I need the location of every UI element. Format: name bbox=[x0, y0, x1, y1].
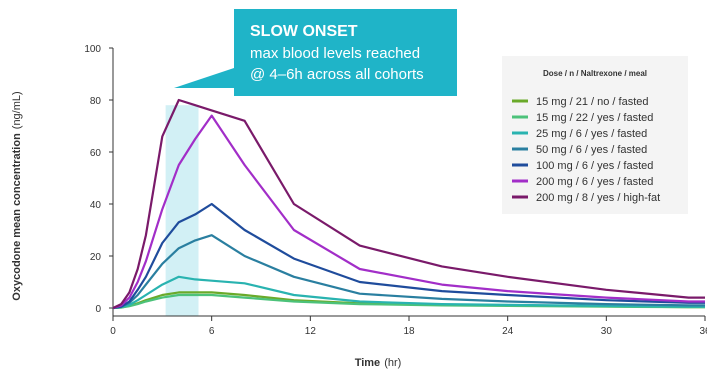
y-tick-label: 0 bbox=[95, 304, 101, 315]
legend-item-label: 15 mg / 22 / yes / fasted bbox=[536, 112, 653, 124]
callout-pointer bbox=[174, 66, 240, 88]
x-tick-label: 36 bbox=[699, 326, 707, 337]
legend-items: 15 mg / 21 / no / fasted 15 mg / 22 / yes… bbox=[512, 96, 660, 204]
y-axis-title-label: Oxycodone mean concentration bbox=[11, 133, 23, 301]
series-line-5 bbox=[112, 202, 705, 310]
y-axis-title-unit: (ng/mL) bbox=[11, 91, 23, 129]
legend-item-label: 200 mg / 6 / yes / fasted bbox=[536, 176, 653, 188]
legend-item-label: 100 mg / 6 / yes / fasted bbox=[536, 160, 653, 172]
callout-line-2: @ 4–6h across all cohorts bbox=[250, 66, 424, 83]
x-axis-title-unit: (hr) bbox=[384, 357, 401, 369]
x-tick-label: 18 bbox=[403, 326, 415, 337]
callout-line-1: max blood levels reached bbox=[250, 45, 420, 62]
y-tick-group: 0 20 40 60 80 100 bbox=[84, 44, 113, 315]
y-axis-title: Oxycodone mean concentration (ng/mL) bbox=[11, 91, 23, 300]
x-tick-label: 30 bbox=[601, 326, 613, 337]
series-line-4 bbox=[112, 234, 705, 310]
y-tick-label: 60 bbox=[90, 148, 102, 159]
x-axis-title-label: Time bbox=[355, 357, 380, 369]
y-tick-label: 40 bbox=[90, 200, 102, 211]
legend-item-label: 15 mg / 21 / no / fasted bbox=[536, 96, 649, 108]
callout-background bbox=[234, 9, 457, 96]
onset-highlight-band bbox=[165, 105, 199, 316]
x-tick-label: 12 bbox=[305, 326, 317, 337]
legend-item-label: 50 mg / 6 / yes / fasted bbox=[536, 144, 647, 156]
x-tick-label: 24 bbox=[502, 326, 514, 337]
legend-background bbox=[502, 56, 688, 214]
y-tick-label: 20 bbox=[90, 252, 102, 263]
legend-item-label: 200 mg / 8 / yes / high-fat bbox=[536, 192, 660, 204]
x-tick-label: 6 bbox=[209, 326, 215, 337]
series-line-3 bbox=[112, 275, 705, 310]
legend: Dose / n / Naltrexone / meal 15 mg / 21 … bbox=[502, 56, 688, 214]
series-line-7 bbox=[112, 98, 705, 309]
series-group bbox=[112, 98, 705, 310]
x-axis-title: Time (hr) bbox=[355, 357, 402, 369]
callout-title: SLOW ONSET bbox=[250, 23, 358, 40]
callout-box: SLOW ONSET max blood levels reached @ 4–… bbox=[174, 9, 457, 96]
y-tick-label: 100 bbox=[84, 44, 101, 55]
legend-item-label: 25 mg / 6 / yes / fasted bbox=[536, 128, 647, 140]
legend-title: Dose / n / Naltrexone / meal bbox=[543, 69, 647, 78]
series-line-6 bbox=[112, 114, 705, 310]
x-tick-label: 0 bbox=[110, 326, 116, 337]
x-tick-group: 0 6 12 18 24 30 36 bbox=[110, 316, 707, 337]
y-tick-label: 80 bbox=[90, 96, 102, 107]
